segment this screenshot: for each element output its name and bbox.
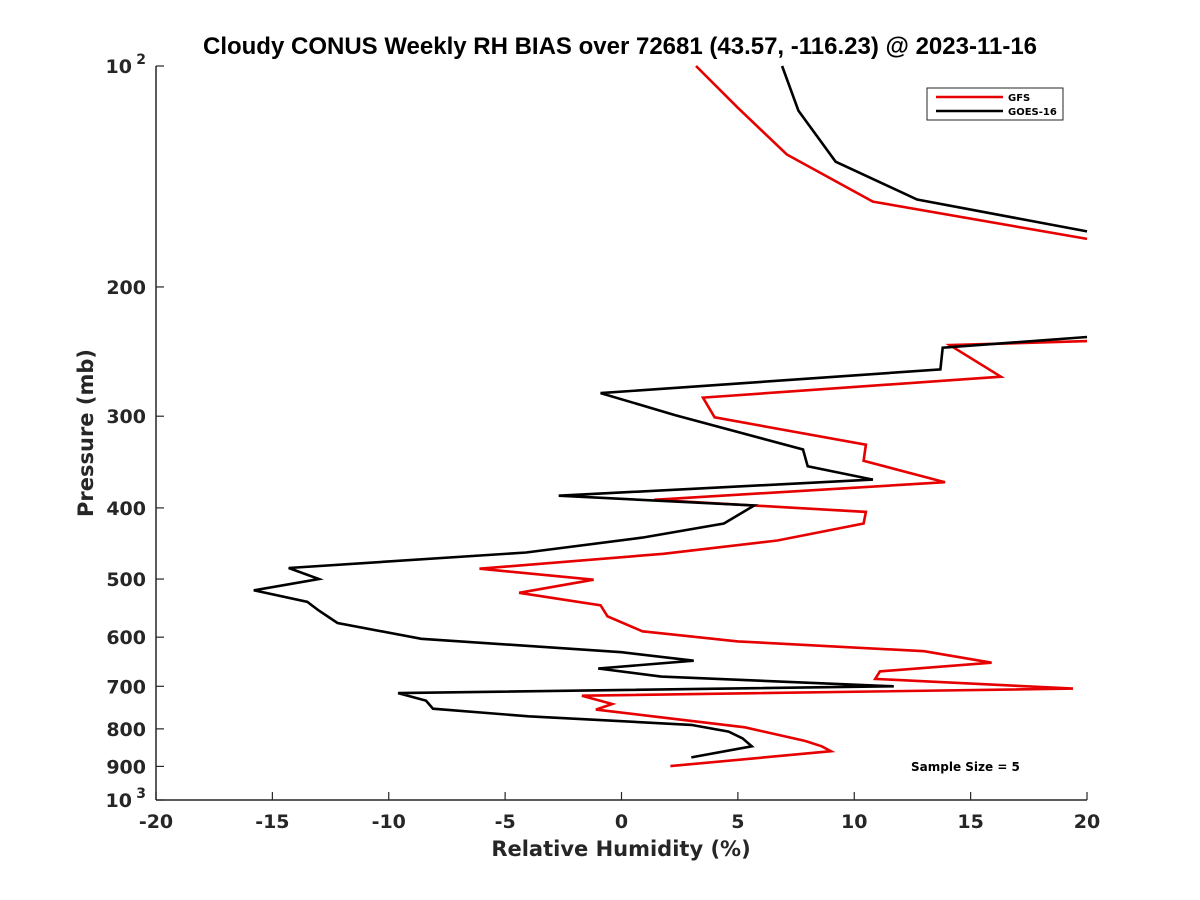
x-tick-label: -10: [372, 811, 406, 833]
y-tick-label: 300: [106, 406, 146, 428]
y-tick-label: 10: [106, 56, 132, 78]
x-tick-label: -5: [495, 811, 516, 833]
y-tick-label: 500: [106, 569, 146, 591]
y-tick-exponent: 2: [136, 52, 146, 68]
x-tick-label: 0: [615, 811, 628, 833]
legend-label-gfs: GFS: [1008, 93, 1030, 104]
x-tick-label: 15: [957, 811, 983, 833]
series-line-goes-16-segment-0: [780, 65, 1088, 233]
series-line-gfs-segment-0: [695, 65, 1088, 241]
legend-label-goes-16: GOES-16: [1008, 107, 1057, 118]
y-tick-label: 700: [106, 676, 146, 698]
x-axis-label: Relative Humidity (%): [491, 837, 750, 861]
y-tick-exponent: 3: [136, 786, 146, 802]
legend: GFS GOES-16: [926, 87, 1064, 121]
y-tick-label: 900: [106, 756, 146, 778]
chart-title: Cloudy CONUS Weekly RH BIAS over 72681 (…: [203, 33, 1037, 60]
x-tick-label: 5: [731, 811, 744, 833]
x-tick-label: 20: [1074, 811, 1100, 833]
y-tick-label: 10: [106, 790, 132, 812]
x-tick-label: -15: [255, 811, 289, 833]
y-tick-label: 200: [106, 277, 146, 299]
sample-size-annotation: Sample Size = 5: [911, 760, 1020, 774]
y-axis-label: Pressure (mb): [74, 349, 98, 517]
x-tick-label: 10: [841, 811, 867, 833]
series-layer: [253, 65, 1088, 768]
y-tick-label: 600: [106, 627, 146, 649]
y-tick-label: 800: [106, 719, 146, 741]
x-tick-label: -20: [139, 811, 173, 833]
series-line-gfs-segment-1: [479, 339, 1088, 768]
legend-box: [926, 87, 1064, 121]
series-line-goes-16-segment-1: [253, 335, 1088, 759]
y-tick-label: 400: [106, 498, 146, 520]
